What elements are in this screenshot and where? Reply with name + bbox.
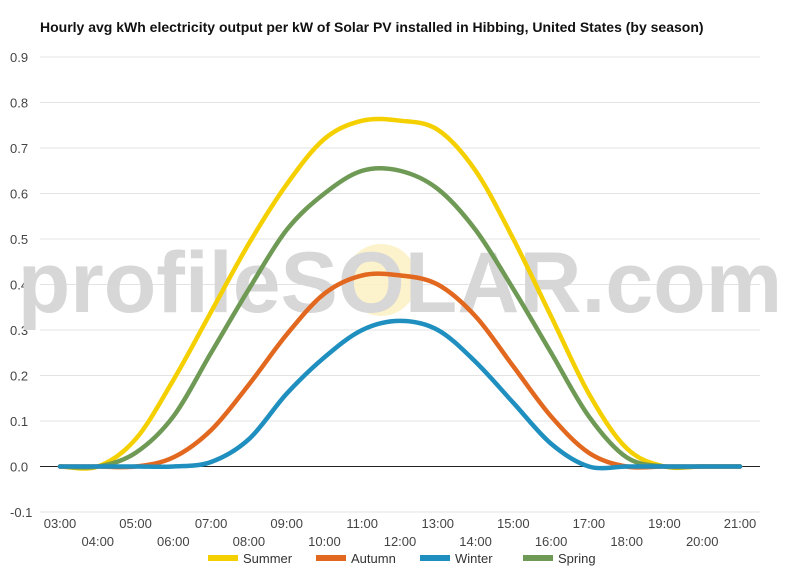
- y-tick-label: 0.8: [10, 96, 28, 111]
- x-tick-label: 11:00: [346, 516, 378, 531]
- y-tick-label: 0.1: [10, 414, 28, 429]
- x-tick-label: 16:00: [535, 534, 568, 549]
- x-tick-label: 07:00: [195, 516, 228, 531]
- x-tick-label: 15:00: [497, 516, 530, 531]
- x-tick-label: 03:00: [44, 516, 77, 531]
- x-tick-label: 06:00: [157, 534, 190, 549]
- series-line-winter: [57, 318, 743, 471]
- chart-title: Hourly avg kWh electricity output per kW…: [40, 19, 704, 35]
- x-tick-label: 10:00: [308, 534, 341, 549]
- legend-label-winter: Winter: [455, 551, 493, 566]
- watermark-text: profileSOLAR.com: [18, 235, 783, 331]
- legend-swatch-winter: [420, 555, 450, 561]
- x-tick-label: 19:00: [648, 516, 681, 531]
- y-tick-label: -0.1: [10, 505, 32, 520]
- x-tick-label: 09:00: [270, 516, 303, 531]
- x-tick-label: 14:00: [459, 534, 492, 549]
- x-tick-label: 05:00: [119, 516, 152, 531]
- x-tick-label: 13:00: [422, 516, 455, 531]
- y-tick-label: 0.4: [10, 278, 28, 293]
- legend-label-autumn: Autumn: [351, 551, 396, 566]
- y-tick-label: 0.0: [10, 460, 28, 475]
- x-tick-label: 08:00: [233, 534, 266, 549]
- y-tick-label: 0.5: [10, 232, 28, 247]
- legend-swatch-summer: [208, 555, 238, 561]
- legend-label-spring: Spring: [558, 551, 596, 566]
- x-tick-label: 20:00: [686, 534, 719, 549]
- legend-label-summer: Summer: [243, 551, 293, 566]
- y-tick-label: 0.2: [10, 369, 28, 384]
- x-tick-label: 04:00: [82, 534, 115, 549]
- x-tick-label: 21:00: [724, 516, 757, 531]
- x-tick-label: 12:00: [384, 534, 417, 549]
- y-tick-label: 0.3: [10, 323, 28, 338]
- legend-swatch-autumn: [316, 555, 346, 561]
- series-line-spring: [57, 165, 743, 470]
- x-tick-label: 18:00: [610, 534, 643, 549]
- legend-swatch-spring: [523, 555, 553, 561]
- y-tick-label: 0.6: [10, 187, 28, 202]
- y-tick-label: 0.7: [10, 141, 28, 156]
- x-tick-label: 17:00: [573, 516, 606, 531]
- series-line-summer: [57, 116, 743, 471]
- watermark-sun-icon: [345, 243, 418, 316]
- y-tick-label: 0.9: [10, 50, 28, 65]
